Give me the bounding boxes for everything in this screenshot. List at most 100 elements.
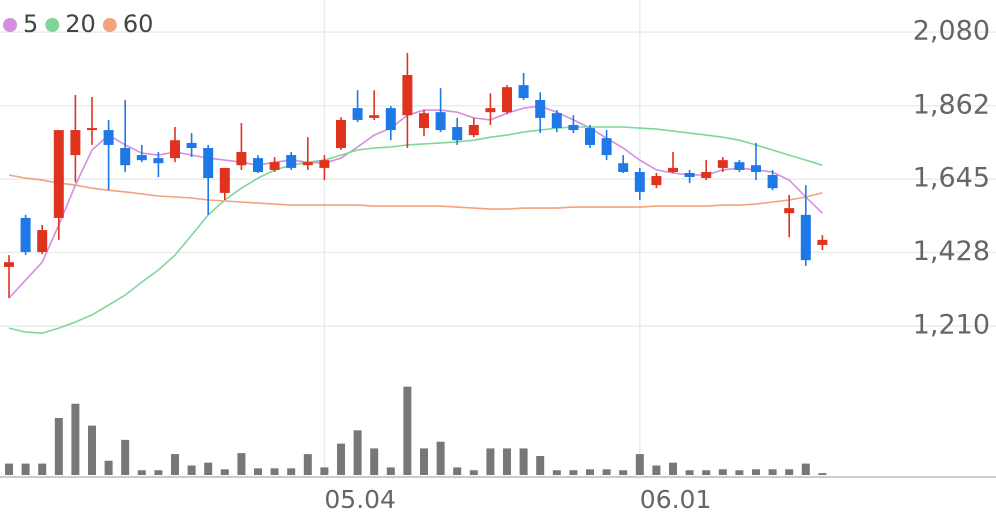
candle-body xyxy=(601,138,612,156)
volume-bar xyxy=(38,463,47,475)
legend-label: 60 xyxy=(123,10,154,38)
volume-bar xyxy=(503,448,511,475)
volume-bar xyxy=(370,448,379,475)
volume-bar xyxy=(121,439,130,475)
candle-body xyxy=(269,162,280,170)
candle-body xyxy=(784,208,795,214)
candle-body xyxy=(302,162,313,166)
volume-bar xyxy=(320,467,329,475)
volume-bar xyxy=(602,469,611,475)
candle-body xyxy=(800,214,811,261)
volume-bar xyxy=(104,460,113,475)
y-tick-label: 2,080 xyxy=(913,16,990,47)
candle-body xyxy=(4,262,14,267)
volume-bar xyxy=(303,454,312,475)
volume-bar xyxy=(569,470,578,475)
candle-body xyxy=(153,158,164,164)
volume-bar xyxy=(785,469,794,475)
candle-body xyxy=(120,147,131,166)
volume-bar xyxy=(154,470,163,475)
legend-marker xyxy=(45,18,60,32)
volume-bar xyxy=(552,470,561,475)
volume-bar xyxy=(21,463,30,475)
legend-marker xyxy=(3,18,17,32)
candle-body xyxy=(734,162,745,170)
volume-bar xyxy=(768,469,777,475)
volume-bar xyxy=(469,470,478,475)
candle-body xyxy=(170,140,180,159)
volume-bar xyxy=(420,448,428,475)
candle-body xyxy=(551,113,562,129)
volume-bar xyxy=(735,470,744,475)
volume-bar xyxy=(586,469,594,475)
candle-body xyxy=(319,160,330,168)
volume-bar xyxy=(801,463,810,475)
candle-body xyxy=(336,119,346,148)
candle-body xyxy=(518,85,529,98)
candle-body xyxy=(70,130,81,156)
volume-bar xyxy=(337,443,345,475)
candle-body xyxy=(452,127,463,141)
candle-body xyxy=(634,171,645,192)
candle-body xyxy=(618,163,629,172)
volume-bar xyxy=(718,469,727,475)
candle-body xyxy=(219,167,230,193)
candle-body xyxy=(717,160,728,168)
volume-bar xyxy=(685,470,694,475)
volume-bar xyxy=(403,386,412,475)
volume-bar xyxy=(204,462,213,475)
candle-body xyxy=(419,113,429,129)
volume-bar xyxy=(270,468,279,475)
candle-body xyxy=(20,217,31,253)
candle-body xyxy=(585,128,595,145)
volume-bar xyxy=(353,430,362,475)
volume-bar xyxy=(752,469,760,475)
volume-bar xyxy=(619,470,628,475)
volume-bar xyxy=(71,403,80,475)
candle-body xyxy=(253,158,263,172)
candle-body xyxy=(236,152,247,166)
candle-body xyxy=(385,108,396,131)
candle-body xyxy=(402,75,413,116)
candle-body xyxy=(286,155,297,168)
y-tick-label: 1,428 xyxy=(913,236,990,267)
volume-bar xyxy=(652,465,661,475)
y-tick-label: 1,210 xyxy=(913,310,990,341)
x-tick-label: 05.04 xyxy=(324,485,396,514)
candle-body xyxy=(103,130,114,145)
volume-bar xyxy=(287,468,296,475)
legend-marker xyxy=(102,18,117,32)
candle-body xyxy=(352,108,363,120)
candle-body xyxy=(568,125,579,131)
candle-body xyxy=(468,125,479,136)
candle-body xyxy=(651,176,662,186)
x-tick-label: 06.01 xyxy=(640,485,712,514)
candle-body xyxy=(37,230,48,253)
volume-bar xyxy=(386,467,395,475)
legend-label: 20 xyxy=(65,10,96,38)
volume-bar xyxy=(137,470,146,475)
ma-line xyxy=(8,126,823,334)
candle-body xyxy=(817,239,828,245)
volume-bar xyxy=(88,425,96,475)
candle-body xyxy=(502,87,512,113)
volume-bar xyxy=(669,462,677,475)
volume-bar xyxy=(436,441,445,475)
volume-bar xyxy=(702,470,711,475)
volume-bar xyxy=(254,468,262,475)
volume-bar xyxy=(818,473,827,475)
candle-body xyxy=(87,128,97,131)
volume-bar xyxy=(453,467,462,475)
volume-bar xyxy=(187,465,196,475)
y-tick-label: 1,862 xyxy=(913,89,990,120)
volume-bar xyxy=(635,454,644,475)
candle-body xyxy=(701,171,712,179)
candle-body xyxy=(684,172,695,178)
y-tick-label: 1,645 xyxy=(913,163,990,194)
candle-body xyxy=(186,142,197,148)
candle-body xyxy=(535,100,546,118)
volume-bar xyxy=(171,454,179,475)
candle-body xyxy=(767,175,778,189)
